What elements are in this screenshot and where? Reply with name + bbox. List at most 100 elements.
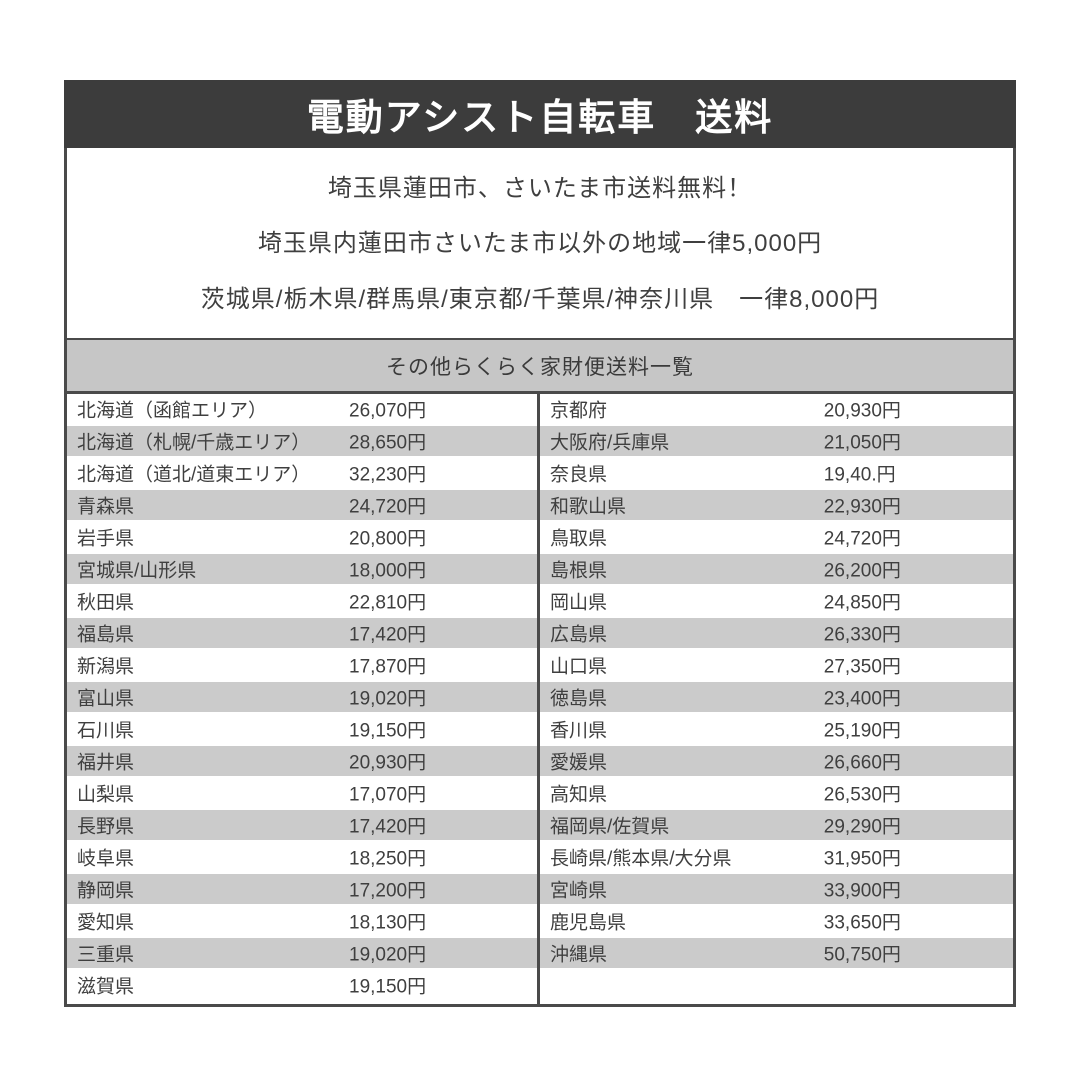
table-row: 宮城県/山形県 18,000円 <box>67 554 537 586</box>
shipping-price: 19,40.円 <box>823 464 896 486</box>
note-saitama-flat-rate: 埼玉県内蓮田市さいたま市以外の地域一律5,000円 <box>257 230 823 258</box>
table-row: 静岡県 17,200円 <box>67 874 537 906</box>
prefecture-name: 愛知県 <box>77 912 135 934</box>
shipping-price: 26,530円 <box>823 784 901 806</box>
prefecture-name: 岡山県 <box>550 592 608 614</box>
table-row: 石川県 19,150円 <box>67 714 537 746</box>
prefecture-name: 北海道（札幌/千歳エリア） <box>77 432 311 454</box>
prefecture-name: 岩手県 <box>77 528 135 550</box>
table-row: 岩手県 20,800円 <box>67 522 537 554</box>
shipping-price: 18,250円 <box>349 848 427 870</box>
table-row: 和歌山県 22,930円 <box>540 490 1013 522</box>
table-row: 福島県 17,420円 <box>67 618 537 650</box>
prefecture-name: 宮城県/山形県 <box>77 560 197 582</box>
table-row: 島根県 26,200円 <box>540 554 1013 586</box>
prefecture-name: 岐阜県 <box>77 848 135 870</box>
table-row: 富山県 19,020円 <box>67 682 537 714</box>
prefecture-name: 三重県 <box>77 944 135 966</box>
prefecture-name: 富山県 <box>77 688 135 710</box>
prefecture-name: 山口県 <box>550 656 608 678</box>
prefecture-name: 広島県 <box>550 624 608 646</box>
table-row: 長崎県/熊本県/大分県 31,950円 <box>540 842 1013 874</box>
table-row: 香川県 25,190円 <box>540 714 1013 746</box>
table-row: 愛媛県 26,660円 <box>540 746 1013 778</box>
table-row: 三重県 19,020円 <box>67 938 537 970</box>
shipping-price: 33,650円 <box>823 912 901 934</box>
shipping-price: 26,200円 <box>823 560 901 582</box>
prefecture-name: 島根県 <box>550 560 608 582</box>
prefecture-name: 福井県 <box>77 752 135 774</box>
table-row: 徳島県 23,400円 <box>540 682 1013 714</box>
shipping-price: 27,350円 <box>823 656 901 678</box>
prefecture-name: 新潟県 <box>77 656 135 678</box>
shipping-price: 18,000円 <box>349 560 427 582</box>
prefecture-name: 鳥取県 <box>550 528 608 550</box>
table-row: 北海道（札幌/千歳エリア） 28,650円 <box>67 426 537 458</box>
table-row: 福井県 20,930円 <box>67 746 537 778</box>
table-row: 福岡県/佐賀県 29,290円 <box>540 810 1013 842</box>
prefecture-name: 大阪府/兵庫県 <box>550 432 670 454</box>
shipping-price: 26,330円 <box>823 624 901 646</box>
prefecture-name: 鹿児島県 <box>550 912 627 934</box>
prefecture-name: 北海道（道北/道東エリア） <box>77 464 311 486</box>
shipping-price: 20,930円 <box>823 400 901 422</box>
prefecture-name: 福岡県/佐賀県 <box>550 816 670 838</box>
table-left-column: 北海道（函館エリア） 26,070円 北海道（札幌/千歳エリア） 28,650円 北海道… <box>67 394 540 1004</box>
shipping-price: 19,020円 <box>349 688 427 710</box>
table-row: 高知県 26,530円 <box>540 778 1013 810</box>
shipping-price: 32,230円 <box>349 464 427 486</box>
table-row: 大阪府/兵庫県 21,050円 <box>540 426 1013 458</box>
table-row: 岡山県 24,850円 <box>540 586 1013 618</box>
shipping-price: 24,720円 <box>349 496 427 518</box>
notice-sheet: 電動アシスト自転車 送料 埼玉県蓮田市、さいたま市送料無料！ 埼玉県内蓮田市さい… <box>64 80 1016 1007</box>
prefecture-name: 青森県 <box>77 496 135 518</box>
prefecture-name: 秋田県 <box>77 592 135 614</box>
shipping-price: 29,290円 <box>823 816 901 838</box>
table-row: 沖縄県 50,750円 <box>540 938 1013 970</box>
prefecture-name: 奈良県 <box>550 464 608 486</box>
table-row: 鹿児島県 33,650円 <box>540 906 1013 938</box>
prefecture-name: 高知県 <box>550 784 608 806</box>
table-row: 滋賀県 19,150円 <box>67 970 537 1002</box>
shipping-price: 26,660円 <box>823 752 901 774</box>
table-row: 青森県 24,720円 <box>67 490 537 522</box>
shipping-notes: 埼玉県蓮田市、さいたま市送料無料！ 埼玉県内蓮田市さいたま市以外の地域一律5,0… <box>67 148 1013 338</box>
prefecture-name: 福島県 <box>77 624 135 646</box>
prefecture-name: 石川県 <box>77 720 135 742</box>
shipping-price: 17,420円 <box>349 624 427 646</box>
shipping-price: 19,020円 <box>349 944 427 966</box>
prefecture-name: 宮崎県 <box>550 880 608 902</box>
table-subheader: その他らくらく家財便送料一覧 <box>67 338 1013 394</box>
prefecture-name: 長崎県/熊本県/大分県 <box>550 848 732 870</box>
shipping-price: 28,650円 <box>349 432 427 454</box>
shipping-price: 20,800円 <box>349 528 427 550</box>
shipping-price: 17,070円 <box>349 784 427 806</box>
prefecture-name: 沖縄県 <box>550 944 608 966</box>
table-row: 北海道（道北/道東エリア） 32,230円 <box>67 458 537 490</box>
table-row: 鳥取県 24,720円 <box>540 522 1013 554</box>
table-row: 宮崎県 33,900円 <box>540 874 1013 906</box>
notice-body: 埼玉県蓮田市、さいたま市送料無料！ 埼玉県内蓮田市さいたま市以外の地域一律5,0… <box>64 148 1016 1007</box>
page-title: 電動アシスト自転車 送料 <box>64 80 1016 148</box>
table-row: 山梨県 17,070円 <box>67 778 537 810</box>
shipping-price: 21,050円 <box>823 432 901 454</box>
prefecture-name: 滋賀県 <box>77 976 135 998</box>
table-row: 山口県 27,350円 <box>540 650 1013 682</box>
shipping-price: 26,070円 <box>349 400 427 422</box>
prefecture-name: 和歌山県 <box>550 496 627 518</box>
shipping-price: 23,400円 <box>823 688 901 710</box>
table-row: 広島県 26,330円 <box>540 618 1013 650</box>
table-right-column: 京都府 20,930円 大阪府/兵庫県 21,050円 奈良県 19,40.円 和歌山県 22… <box>540 394 1013 1004</box>
shipping-price: 19,150円 <box>349 976 427 998</box>
table-row: 新潟県 17,870円 <box>67 650 537 682</box>
shipping-fee-table: 北海道（函館エリア） 26,070円 北海道（札幌/千歳エリア） 28,650円 北海道… <box>67 394 1013 1004</box>
prefecture-name: 香川県 <box>550 720 608 742</box>
shipping-price: 17,200円 <box>349 880 427 902</box>
shipping-price: 24,850円 <box>823 592 901 614</box>
shipping-price: 33,900円 <box>823 880 901 902</box>
shipping-price: 31,950円 <box>823 848 901 870</box>
shipping-price: 17,870円 <box>349 656 427 678</box>
shipping-price: 24,720円 <box>823 528 901 550</box>
table-row: 岐阜県 18,250円 <box>67 842 537 874</box>
